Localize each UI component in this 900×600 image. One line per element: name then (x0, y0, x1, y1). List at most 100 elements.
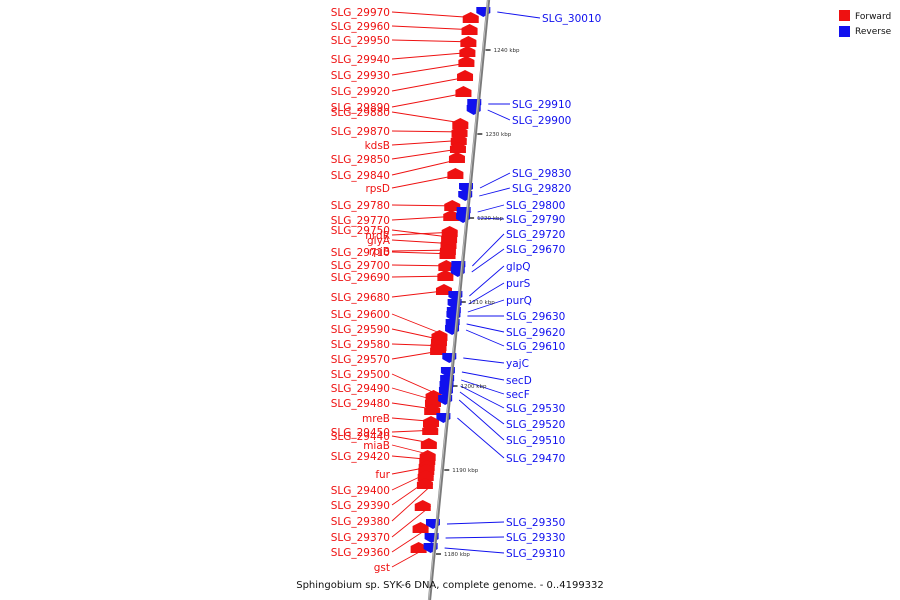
leader-line (477, 204, 505, 213)
leader-line (445, 536, 505, 539)
tick-label: 1210 kbp (469, 300, 495, 306)
leader-line (479, 187, 511, 197)
gene-label-slg-29770: SLG_29770 (331, 215, 390, 227)
gene-label-slg-29500: SLG_29500 (331, 369, 390, 381)
genome-axis (427, 0, 491, 600)
tick-label: 1200 kbp (461, 384, 487, 390)
gene-label-slg-29880: SLG_29880 (331, 107, 390, 119)
leader-line (497, 11, 541, 19)
gene-label-gst: gst (374, 562, 390, 574)
gene-label-kdsb: kdsB (365, 140, 390, 152)
gene-label-slg-29890: SLG_29890 (331, 102, 390, 114)
leader-line (472, 233, 505, 267)
gene-label-slg-29520: SLG_29520 (506, 419, 565, 431)
gene-label-slg-29900: SLG_29900 (512, 115, 571, 127)
forward-gene-feature (423, 416, 440, 427)
forward-gene-feature (435, 284, 452, 295)
forward-gene-feature (439, 244, 456, 255)
gene-label-rpsd: rpsD (365, 183, 390, 195)
forward-gene-feature (451, 126, 468, 137)
gene-label-slg-29440: SLG_29440 (331, 431, 390, 443)
forward-gene-feature (449, 142, 466, 153)
gene-label-slg-29380: SLG_29380 (331, 516, 390, 528)
forward-gene-feature (417, 470, 434, 481)
leader-line (487, 109, 511, 121)
gene-label-slg-29920: SLG_29920 (331, 86, 390, 98)
gene-label-slg-29490: SLG_29490 (331, 383, 390, 395)
leader-line (479, 172, 511, 189)
gene-label-slg-29390: SLG_29390 (331, 500, 390, 512)
legend: Forward Reverse (839, 10, 892, 37)
leader-line (465, 329, 505, 347)
forward-gene-feature (458, 56, 475, 67)
tick-label: 1240 kbp (494, 48, 520, 54)
forward-gene-feature (410, 542, 427, 553)
forward-gene-feature (457, 70, 474, 81)
gene-label-slg-29780: SLG_29780 (331, 200, 390, 212)
gene-label-slg-29680: SLG_29680 (331, 292, 390, 304)
forward-gene-feature (443, 210, 460, 221)
gene-label-rpib: rpiB (369, 246, 390, 258)
leader-line (459, 391, 505, 425)
gene-label-slg-29420: SLG_29420 (331, 451, 390, 463)
gene-label-nrdr: nrdR (365, 230, 390, 242)
gene-label-slg-29590: SLG_29590 (331, 324, 390, 336)
gene-label-fur: fur (375, 469, 390, 481)
forward-gene-feature (422, 424, 439, 435)
gene-label-slg-29610: SLG_29610 (506, 341, 565, 353)
gene-label-glya: glyA (367, 235, 391, 247)
gene-label-slg-29800: SLG_29800 (506, 200, 565, 212)
genome-caption: Sphingobium sp. SYK-6 DNA, complete geno… (296, 580, 604, 591)
gene-label-slg-29690: SLG_29690 (331, 272, 390, 284)
gene-label-secf: secF (506, 389, 530, 401)
gene-label-yajc: yajC (506, 358, 529, 370)
gene-label-miab: miaB (363, 440, 390, 452)
leader-line (444, 547, 505, 554)
leader-line (468, 282, 505, 305)
gene-label-slg-29720: SLG_29720 (506, 229, 565, 241)
gene-label-slg-29820: SLG_29820 (512, 183, 571, 195)
gene-label-slg-29360: SLG_29360 (331, 547, 390, 559)
gene-label-slg-29350: SLG_29350 (506, 517, 565, 529)
forward-gene-feature (450, 134, 467, 145)
forward-gene-feature (424, 404, 441, 415)
gene-label-slg-29830: SLG_29830 (512, 168, 571, 180)
forward-gene-feature (414, 500, 431, 511)
legend-label-forward: Forward (855, 12, 891, 22)
legend-swatch-forward (839, 10, 850, 21)
forward-gene-feature (455, 86, 472, 97)
gene-label-slg-29450: SLG_29450 (331, 427, 390, 439)
tick-label: 1220 kbp (477, 216, 503, 222)
gene-label-slg-29670: SLG_29670 (506, 244, 565, 256)
gene-label-slg-29620: SLG_29620 (506, 327, 565, 339)
gene-label-slg-29700: SLG_29700 (331, 260, 390, 272)
gene-label-glpq: glpQ (506, 261, 531, 273)
gene-label-slg-29870: SLG_29870 (331, 126, 390, 138)
gene-label-mreb: mreB (362, 413, 390, 425)
tick-label: 1180 kbp (444, 552, 470, 558)
forward-gene-feature (448, 152, 465, 163)
leader-line (391, 483, 434, 522)
leader-line (471, 248, 505, 273)
gene-label-slg-29930: SLG_29930 (331, 70, 390, 82)
gene-label-slg-29790: SLG_29790 (506, 214, 565, 226)
leader-line (469, 265, 505, 297)
gene-label-slg-29750: SLG_29750 (331, 225, 390, 237)
gene-label-slg-29940: SLG_29940 (331, 54, 390, 66)
gene-label-slg-29850: SLG_29850 (331, 154, 390, 166)
gene-label-slg-29530: SLG_29530 (506, 403, 565, 415)
forward-gene-feature (447, 168, 464, 179)
gene-label-purs: purS (506, 278, 531, 290)
leader-line (391, 505, 432, 538)
gene-label-slg-29510: SLG_29510 (506, 435, 565, 447)
forward-gene-feature (441, 226, 458, 237)
gene-label-slg-29370: SLG_29370 (331, 532, 390, 544)
gene-label-slg-29580: SLG_29580 (331, 339, 390, 351)
forward-gene-feature (437, 270, 454, 281)
forward-gene-feature (424, 396, 441, 407)
forward-gene-feature (461, 24, 478, 35)
tick-label: 1230 kbp (485, 132, 511, 138)
leader-line (461, 371, 505, 381)
leader-line (477, 217, 505, 220)
